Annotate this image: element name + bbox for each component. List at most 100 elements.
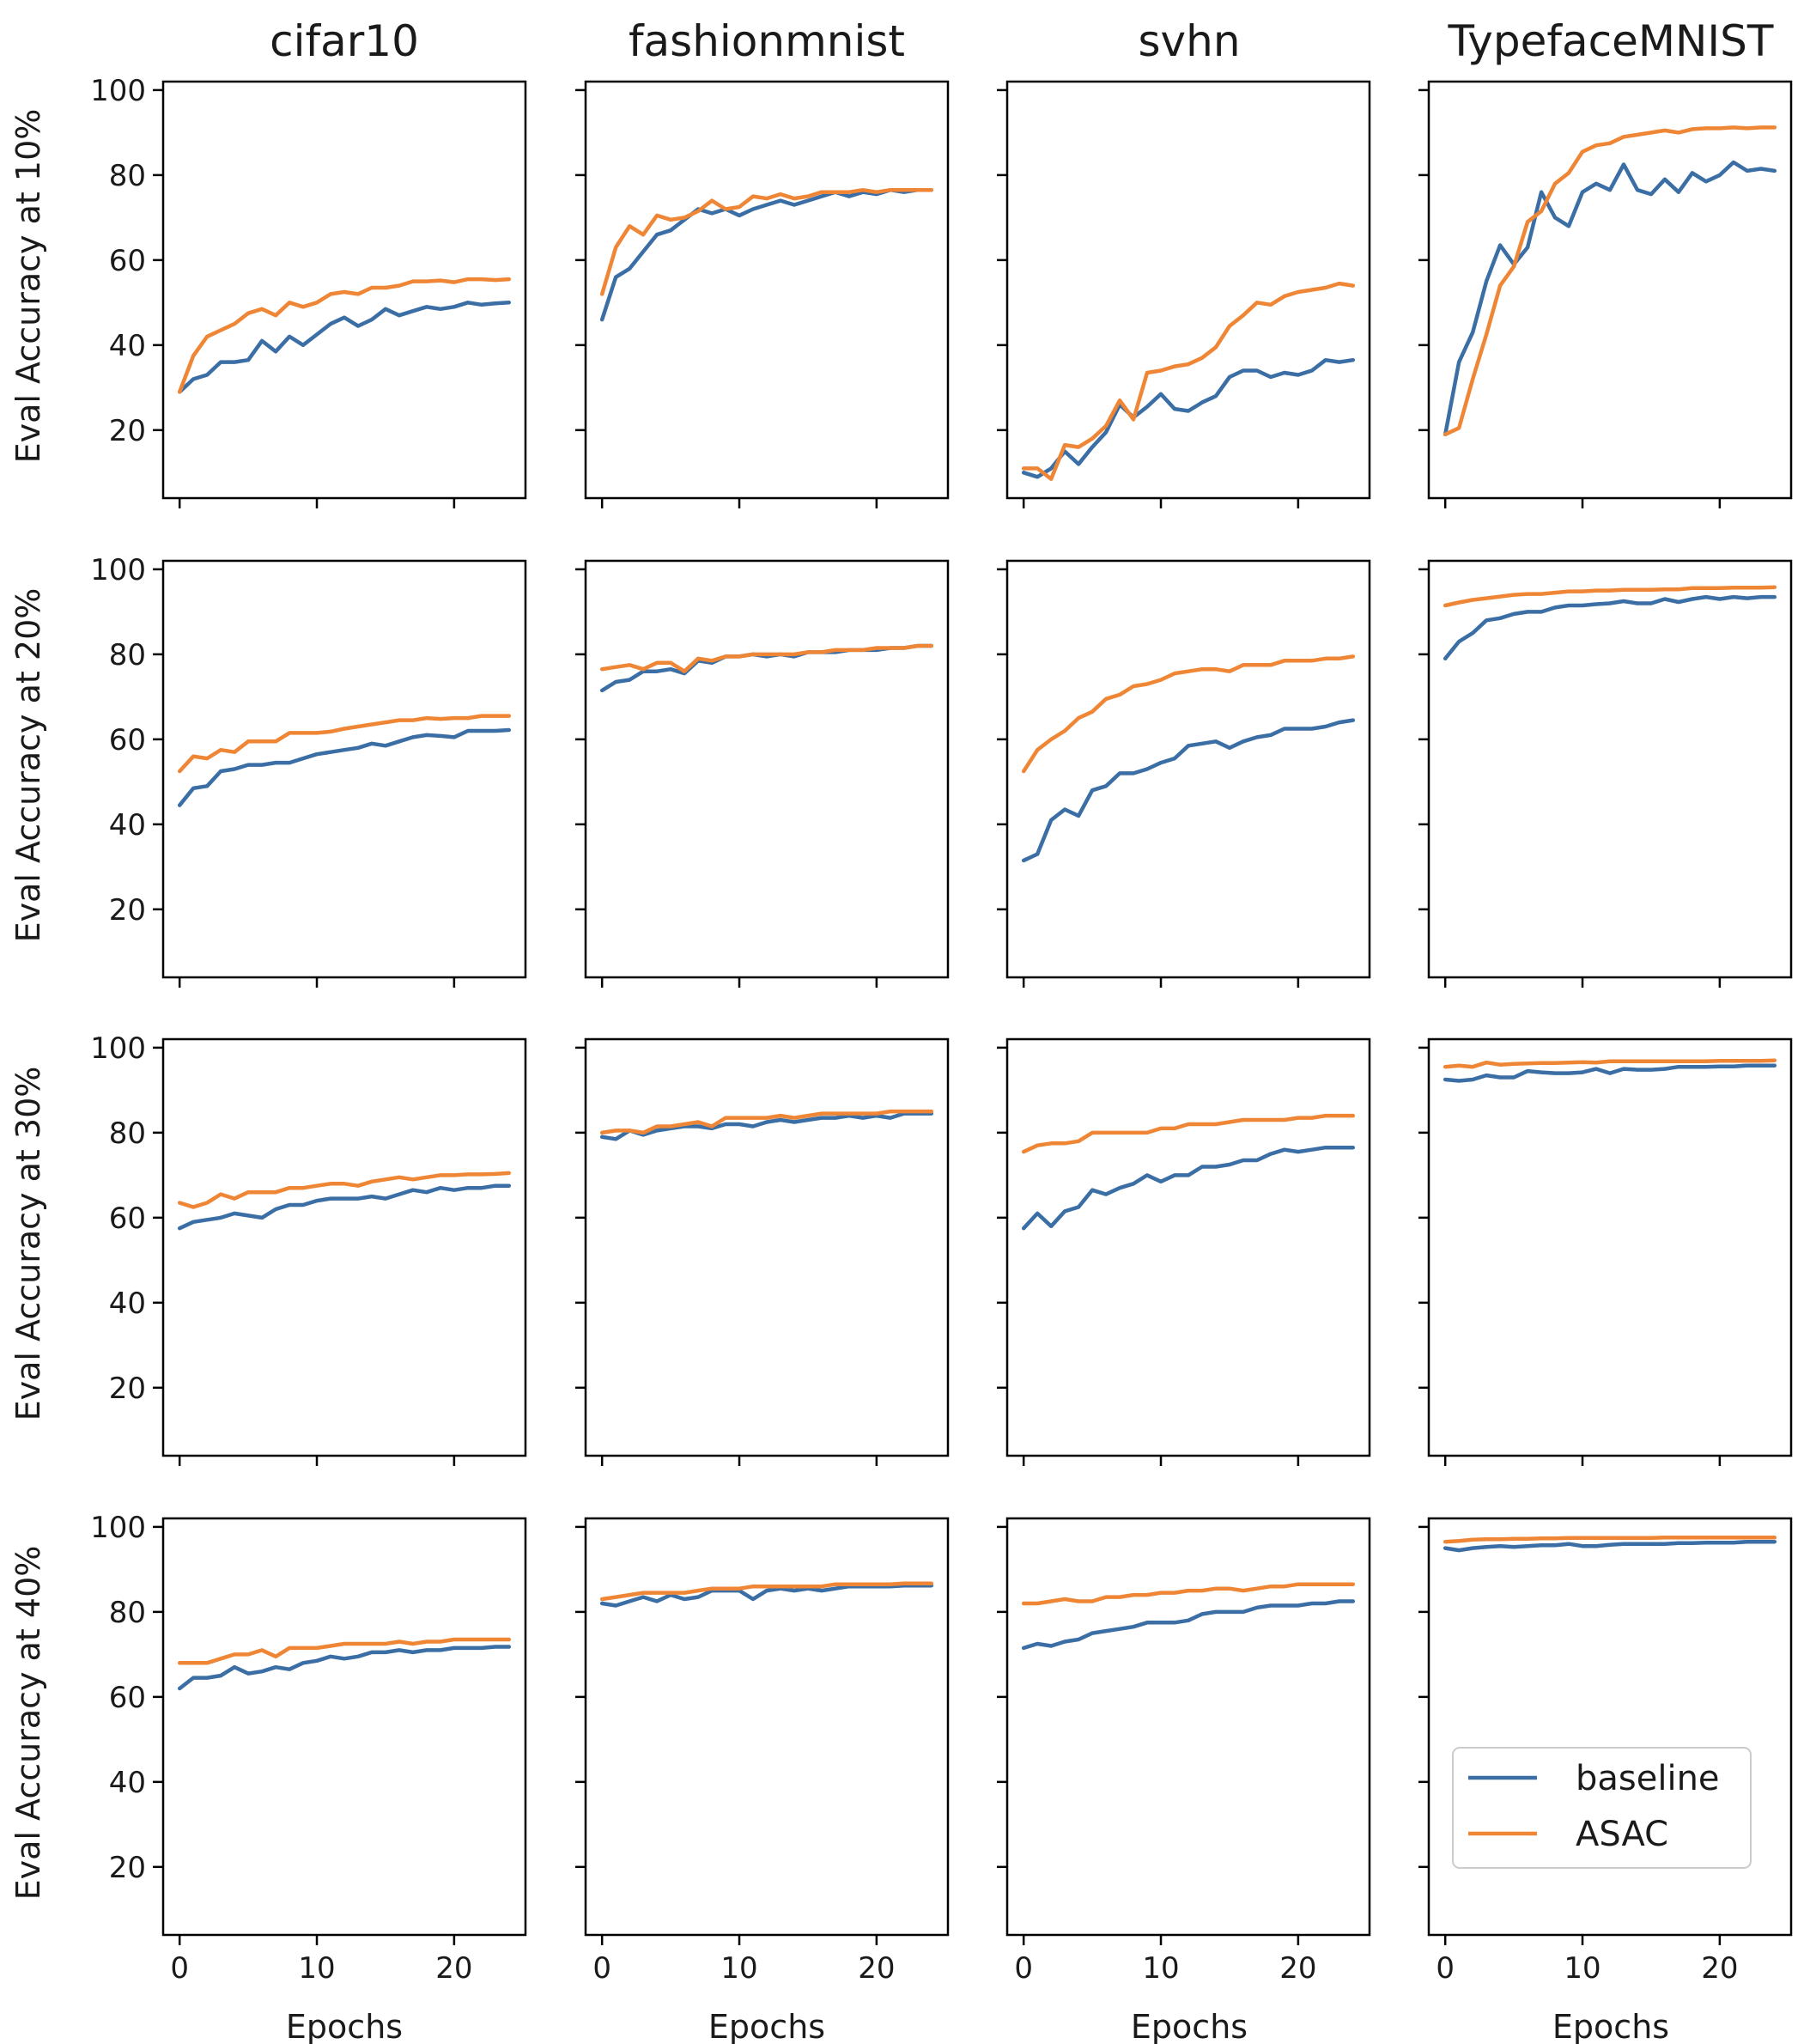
x-tick-label-10: 10	[720, 1951, 757, 1986]
panel-svhn-20pct	[997, 559, 1371, 988]
column-title-fashionmnist: fashionmnist	[629, 16, 905, 66]
axes-frame	[584, 1037, 950, 1457]
series-baseline-cifar10-20pct	[177, 727, 512, 807]
axes-frame	[584, 559, 950, 979]
row-ylabel-40: Eval Accuracy at 40%	[9, 1546, 47, 1901]
y-tick-label-80: 80	[109, 638, 146, 672]
series-asac-typefacemnist-10pct	[1443, 125, 1777, 437]
series-baseline-cifar10-10pct	[177, 301, 512, 394]
panel-fashionmnist-40pct: 0 10 20	[575, 1517, 950, 1986]
y-tick-label-100: 100	[90, 1511, 146, 1545]
xlabel-svhn: Epochs	[1131, 2008, 1248, 2044]
series-baseline-typefacemnist-30pct	[1443, 1063, 1777, 1083]
series-asac-fashionmnist-20pct	[599, 643, 934, 673]
series-baseline-cifar10-30pct	[177, 1183, 512, 1231]
series-asac-cifar10-30pct	[177, 1171, 512, 1209]
x-tick-label-0: 0	[592, 1951, 611, 1986]
column-title-typefacemnist: TypefaceMNIST	[1448, 16, 1774, 66]
x-tick-label-20: 20	[1279, 1951, 1316, 1986]
axes-frame	[1005, 1517, 1371, 1937]
series-baseline-fashionmnist-40pct	[599, 1583, 934, 1608]
panel-typefacemnist-30pct	[1418, 1037, 1793, 1466]
series-asac-cifar10-40pct	[177, 1637, 512, 1665]
xlabel-cifar10: Epochs	[286, 2008, 403, 2044]
series-baseline-typefacemnist-10pct	[1443, 160, 1777, 437]
y-tick-label-20: 20	[109, 893, 146, 928]
x-tick-label-10: 10	[1564, 1951, 1600, 1986]
panels-grid: 2040608010020406080100204060801002040608…	[90, 74, 1793, 1986]
xlabel-fashionmnist: Epochs	[708, 2008, 825, 2044]
column-title-svhn: svhn	[1138, 16, 1240, 66]
x-tick-label-10: 10	[1142, 1951, 1179, 1986]
x-tick-label-10: 10	[298, 1951, 335, 1986]
y-tick-label-40: 40	[109, 1287, 146, 1321]
series-asac-svhn-30pct	[1021, 1113, 1356, 1154]
row-ylabel-10: Eval Accuracy at 10%	[9, 109, 47, 464]
row-ylabel-30: Eval Accuracy at 30%	[9, 1067, 47, 1421]
series-baseline-svhn-10pct	[1021, 357, 1356, 479]
series-baseline-fashionmnist-30pct	[599, 1111, 934, 1141]
axes-frame	[161, 1517, 527, 1937]
axes-frame	[161, 1037, 527, 1457]
series-asac-cifar10-20pct	[177, 714, 512, 774]
axes-frame	[1427, 559, 1793, 979]
series-asac-fashionmnist-10pct	[599, 187, 934, 296]
series-asac-svhn-20pct	[1021, 654, 1356, 774]
legend-asac-label: ASAC	[1576, 1815, 1668, 1854]
series-asac-fashionmnist-30pct	[599, 1109, 934, 1135]
panel-fashionmnist-10pct	[575, 80, 950, 508]
panel-cifar10-40pct: 20 40 60 80 100 0 10 20	[90, 1511, 527, 1986]
axes-frame	[1427, 1037, 1793, 1457]
panel-svhn-40pct: 0 10 20	[997, 1517, 1371, 1986]
series-baseline-svhn-40pct	[1021, 1599, 1356, 1651]
series-asac-typefacemnist-30pct	[1443, 1058, 1777, 1069]
series-baseline-typefacemnist-40pct	[1443, 1539, 1777, 1553]
y-tick-label-100: 100	[90, 1031, 146, 1066]
y-tick-label-60: 60	[109, 1201, 146, 1236]
axes-frame	[584, 80, 950, 500]
y-tick-label-20: 20	[109, 414, 146, 448]
panel-svhn-10pct	[997, 80, 1371, 508]
y-tick-label-40: 40	[109, 329, 146, 363]
y-tick-label-80: 80	[109, 159, 146, 193]
series-asac-typefacemnist-20pct	[1443, 585, 1777, 608]
y-tick-label-100: 100	[90, 553, 146, 587]
x-tick-label-0: 0	[170, 1951, 189, 1986]
x-tick-label-0: 0	[1436, 1951, 1455, 1986]
series-asac-svhn-40pct	[1021, 1582, 1356, 1606]
panel-cifar10-30pct: 20 40 60 80 100	[90, 1031, 527, 1466]
row-ylabel-20: Eval Accuracy at 20%	[9, 588, 47, 943]
series-baseline-cifar10-40pct	[177, 1645, 512, 1691]
x-tick-label-20: 20	[1701, 1951, 1738, 1986]
y-tick-label-20: 20	[109, 1851, 146, 1885]
series-asac-typefacemnist-40pct	[1443, 1536, 1777, 1544]
xlabel-typefacemnist: Epochs	[1552, 2008, 1669, 2044]
axes-frame	[1427, 1517, 1793, 1937]
x-tick-label-0: 0	[1014, 1951, 1033, 1986]
panel-typefacemnist-10pct	[1418, 80, 1793, 508]
series-asac-svhn-10pct	[1021, 281, 1356, 481]
axes-frame	[1005, 559, 1371, 979]
axes-frame	[1005, 1037, 1371, 1457]
panel-svhn-30pct	[997, 1037, 1371, 1466]
axes-frame	[584, 1517, 950, 1937]
panel-fashionmnist-20pct	[575, 559, 950, 988]
legend-baseline-label: baseline	[1576, 1759, 1720, 1798]
series-baseline-svhn-20pct	[1021, 718, 1356, 863]
panel-cifar10-20pct: 20 40 60 80 100	[90, 553, 527, 988]
y-tick-label-80: 80	[109, 1596, 146, 1630]
legend: baseline ASAC	[1452, 1747, 1752, 1869]
axes-frame	[1427, 80, 1793, 500]
series-asac-fashionmnist-40pct	[599, 1581, 934, 1602]
series-asac-cifar10-10pct	[177, 277, 512, 394]
x-tick-label-20: 20	[435, 1951, 472, 1986]
series-baseline-typefacemnist-20pct	[1443, 594, 1777, 661]
panel-fashionmnist-30pct	[575, 1037, 950, 1466]
y-tick-label-60: 60	[109, 1681, 146, 1715]
axes-frame	[161, 80, 527, 500]
series-baseline-fashionmnist-10pct	[599, 187, 934, 322]
y-tick-label-60: 60	[109, 244, 146, 278]
y-tick-label-40: 40	[109, 808, 146, 843]
